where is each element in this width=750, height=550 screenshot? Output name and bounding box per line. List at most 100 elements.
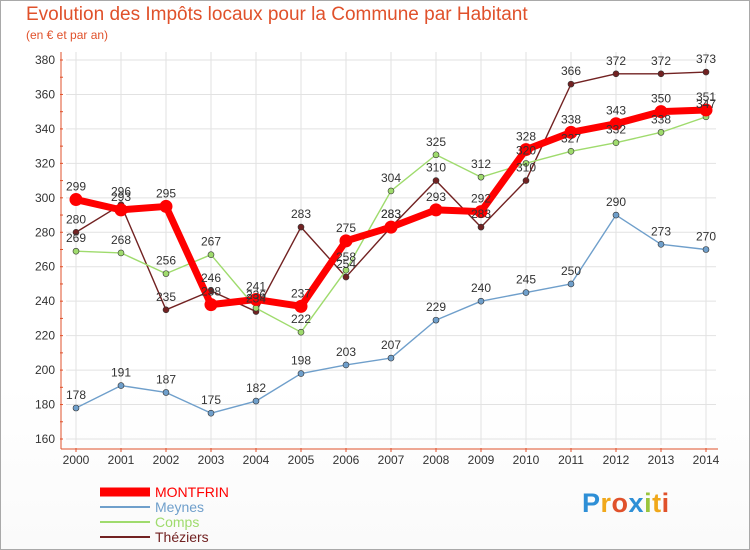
- data-label-montfrin: 293: [426, 190, 446, 204]
- data-point-comps: [252, 304, 260, 312]
- y-tick-label: 180: [35, 398, 55, 412]
- proxiti-logo: Proxiti: [582, 488, 670, 519]
- y-tick-label: 360: [35, 87, 55, 101]
- data-point-théziers: [297, 223, 305, 231]
- y-tick-label: 240: [35, 294, 55, 308]
- data-label-comps: 258: [336, 250, 356, 264]
- data-label-montfrin: 295: [156, 186, 176, 200]
- data-label-théziers: 283: [291, 207, 311, 221]
- data-label-théziers: 235: [156, 290, 176, 304]
- data-label-meynes: 198: [291, 354, 311, 368]
- data-label-montfrin: 343: [606, 104, 626, 118]
- data-label-théziers: 254: [336, 257, 356, 271]
- data-label-comps: 325: [426, 135, 446, 149]
- x-tick-label: 2003: [198, 453, 225, 467]
- y-tick-label: 380: [35, 53, 55, 67]
- data-point-meynes: [702, 246, 710, 253]
- x-tick-label: 2010: [513, 453, 540, 467]
- data-label-comps: 312: [471, 157, 491, 171]
- data-point-comps: [342, 266, 350, 274]
- data-point-meynes: [432, 316, 440, 324]
- data-point-théziers: [72, 228, 80, 236]
- data-point-comps: [207, 251, 215, 258]
- data-label-meynes: 290: [606, 195, 626, 209]
- y-tick-label: 260: [35, 260, 55, 274]
- data-label-meynes: 229: [426, 300, 446, 314]
- data-label-montfrin: 237: [291, 286, 311, 300]
- data-point-montfrin: [384, 220, 398, 234]
- data-label-théziers: 280: [66, 212, 86, 226]
- data-label-meynes: 245: [516, 273, 536, 287]
- data-label-meynes: 273: [651, 224, 671, 238]
- x-tick-label: 2007: [378, 453, 405, 467]
- data-label-comps: 332: [606, 123, 626, 137]
- data-label-montfrin: 293: [111, 190, 131, 204]
- logo-letter: i: [644, 488, 653, 518]
- data-point-théziers: [657, 70, 665, 78]
- data-label-théziers: 246: [201, 271, 221, 285]
- y-tick-label: 160: [35, 432, 55, 446]
- data-point-comps: [72, 247, 80, 255]
- data-point-montfrin: [114, 203, 128, 217]
- x-tick-label: 2000: [63, 453, 90, 467]
- data-point-meynes: [522, 289, 530, 296]
- data-point-théziers: [342, 273, 350, 281]
- x-tick-label: 2014: [693, 453, 720, 467]
- y-tick-label: 320: [35, 156, 55, 170]
- data-label-meynes: 270: [696, 230, 716, 244]
- data-label-comps: 222: [291, 312, 311, 326]
- data-label-comps: 347: [696, 97, 716, 111]
- data-label-théziers: 373: [696, 52, 716, 66]
- x-tick-label: 2006: [333, 453, 360, 467]
- data-point-théziers: [567, 80, 575, 88]
- data-point-montfrin: [249, 292, 263, 306]
- data-label-comps: 327: [561, 131, 581, 145]
- data-label-montfrin: 238: [201, 285, 221, 299]
- x-tick-label: 2001: [108, 453, 135, 467]
- data-label-meynes: 175: [201, 393, 221, 407]
- y-tick-label: 300: [35, 191, 55, 205]
- data-label-comps: 320: [516, 143, 536, 157]
- data-label-théziers: 372: [651, 54, 671, 68]
- data-point-comps: [432, 151, 440, 159]
- data-point-montfrin: [69, 193, 83, 207]
- data-label-meynes: 191: [111, 366, 131, 380]
- legend-label-meynes: Meynes: [155, 499, 204, 515]
- data-label-meynes: 240: [471, 281, 491, 295]
- legend-label-montfrin: MONTFRIN: [155, 484, 229, 500]
- data-point-théziers: [432, 177, 440, 184]
- data-point-meynes: [342, 361, 350, 369]
- y-tick-label: 220: [35, 329, 55, 343]
- data-label-montfrin: 351: [696, 90, 716, 104]
- data-label-théziers: 372: [606, 54, 626, 68]
- y-tick-label: 340: [35, 122, 55, 136]
- data-label-comps: 269: [66, 231, 86, 245]
- y-tick-label: 280: [35, 225, 55, 239]
- x-tick-label: 2008: [423, 453, 450, 467]
- data-point-théziers: [477, 223, 485, 231]
- data-point-comps: [162, 270, 170, 277]
- data-point-comps: [117, 249, 125, 257]
- data-label-meynes: 178: [66, 388, 86, 402]
- data-label-montfrin: 241: [246, 279, 266, 293]
- data-point-montfrin: [654, 105, 668, 119]
- data-label-meynes: 250: [561, 264, 581, 278]
- data-point-montfrin: [429, 203, 443, 217]
- axes: 160 180 200 220 240 260 280 300 320 340 360 380 2000…: [35, 52, 720, 467]
- data-point-meynes: [117, 382, 125, 389]
- data-label-théziers: 296: [111, 185, 131, 199]
- data-label-montfrin: 275: [336, 221, 356, 235]
- data-point-meynes: [387, 354, 395, 362]
- data-label-comps: 267: [201, 235, 221, 249]
- data-label-montfrin: 338: [561, 112, 581, 126]
- data-label-comps: 304: [381, 171, 401, 185]
- data-label-montfrin: 350: [651, 92, 671, 106]
- data-point-montfrin: [564, 125, 578, 139]
- logo-letter: i: [661, 488, 670, 518]
- data-label-montfrin: 328: [516, 130, 536, 144]
- data-label-théziers: 283: [381, 207, 401, 221]
- x-tick-label: 2005: [288, 453, 315, 467]
